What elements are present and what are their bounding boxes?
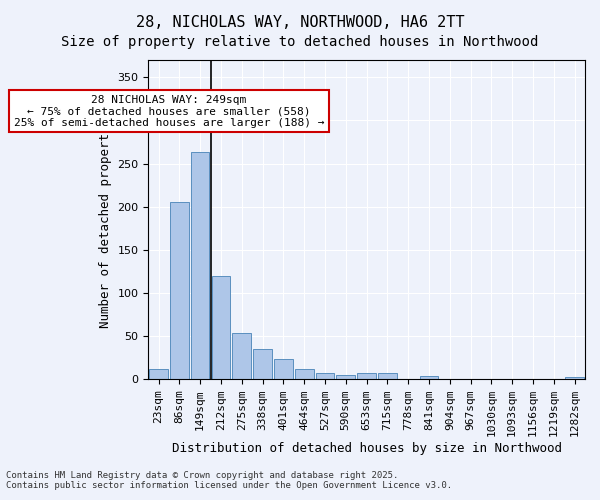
Bar <box>565 377 584 380</box>
Bar <box>316 372 334 380</box>
Bar <box>253 350 272 380</box>
Bar <box>337 375 355 380</box>
Bar <box>170 202 188 380</box>
Bar <box>419 376 439 380</box>
Text: 28 NICHOLAS WAY: 249sqm
← 75% of detached houses are smaller (558)
25% of semi-d: 28 NICHOLAS WAY: 249sqm ← 75% of detache… <box>14 94 324 128</box>
Text: 28, NICHOLAS WAY, NORTHWOOD, HA6 2TT: 28, NICHOLAS WAY, NORTHWOOD, HA6 2TT <box>136 15 464 30</box>
Bar <box>212 276 230 380</box>
Bar <box>357 374 376 380</box>
Bar <box>149 369 168 380</box>
Y-axis label: Number of detached properties: Number of detached properties <box>99 111 112 328</box>
Bar <box>378 374 397 380</box>
Bar <box>295 369 314 380</box>
Text: Contains HM Land Registry data © Crown copyright and database right 2025.
Contai: Contains HM Land Registry data © Crown c… <box>6 470 452 490</box>
Text: Size of property relative to detached houses in Northwood: Size of property relative to detached ho… <box>61 35 539 49</box>
Bar <box>232 333 251 380</box>
X-axis label: Distribution of detached houses by size in Northwood: Distribution of detached houses by size … <box>172 442 562 455</box>
Bar <box>191 152 209 380</box>
Bar <box>274 358 293 380</box>
